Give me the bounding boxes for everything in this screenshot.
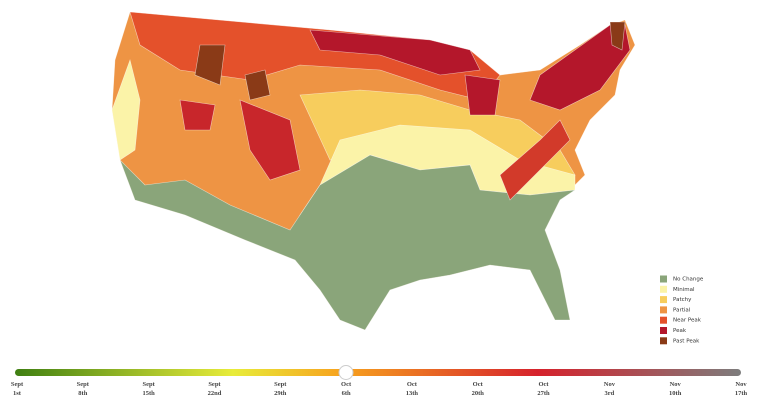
timeline-day: 10th <box>669 390 682 397</box>
legend-swatch <box>660 285 667 293</box>
timeline-thumb[interactable] <box>338 365 354 380</box>
timeline-bar <box>15 369 741 376</box>
legend-swatch <box>660 316 667 324</box>
legend: No Change Minimal Patchy Partial Near Peak Pe… <box>660 275 704 345</box>
timeline-day: 22nd <box>208 390 222 397</box>
legend-swatch <box>660 306 667 314</box>
timeline-labels: Sept 1st Sept 8th Sept 15th Sept 22nd Sept 29th Oc… <box>11 381 748 397</box>
timeline-day: 20th <box>472 390 485 397</box>
us-map <box>111 11 636 331</box>
legend-label: Minimal <box>673 287 695 293</box>
timeline-day: 3rd <box>604 390 614 397</box>
timeline-day: 13th <box>406 390 419 397</box>
legend-swatch <box>660 337 667 345</box>
timeline-month: Nov <box>604 381 616 388</box>
timeline-month: Nov <box>735 381 747 388</box>
region-peak-north <box>309 29 481 76</box>
region-past-peak <box>244 69 271 101</box>
legend-label: Peak <box>673 328 687 334</box>
legend-label: Partial <box>673 307 691 313</box>
timeline-day: 1st <box>13 390 22 397</box>
timeline-month: Sept <box>11 381 24 388</box>
timeline-month: Nov <box>670 381 682 388</box>
region-peak-michigan <box>464 74 501 116</box>
timeline-day: 29th <box>274 390 287 397</box>
timeline-day: 27th <box>537 390 550 397</box>
legend-swatch <box>660 296 667 304</box>
region-peak-appalachia <box>499 119 571 201</box>
timeline-month: Oct <box>407 381 418 388</box>
legend-label: Near Peak <box>673 318 702 324</box>
timeline-month: Oct <box>473 381 484 388</box>
timeline-month: Oct <box>538 381 549 388</box>
timeline-month: Sept <box>208 381 221 388</box>
timeline-day: 8th <box>78 390 87 397</box>
legend-swatch <box>660 327 667 334</box>
timeline-day: 17th <box>735 390 748 397</box>
timeline-month: Oct <box>341 381 352 388</box>
region-no-change <box>119 154 576 331</box>
timeline-month: Sept <box>274 381 287 388</box>
legend-label: No Change <box>673 277 704 283</box>
region-past-peak <box>194 44 226 86</box>
timeline-month: Sept <box>77 381 90 388</box>
legend-label: Past Peak <box>673 338 700 344</box>
legend-label: Patchy <box>673 297 692 303</box>
timeline-day: 6th <box>342 390 351 397</box>
timeline-month: Sept <box>142 381 155 388</box>
timeline-day: 15th <box>142 390 155 397</box>
legend-swatch <box>660 275 667 283</box>
region-minimal-west <box>111 58 141 161</box>
region-peak-west <box>179 99 216 131</box>
region-peak-rockies <box>239 99 301 181</box>
region-past-peak <box>609 21 626 51</box>
